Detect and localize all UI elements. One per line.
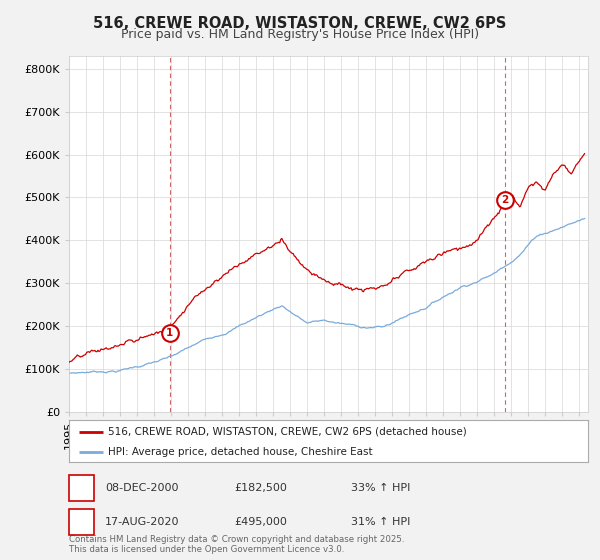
- Text: 31% ↑ HPI: 31% ↑ HPI: [351, 517, 410, 527]
- Text: 1: 1: [166, 328, 173, 338]
- Text: £182,500: £182,500: [234, 483, 287, 493]
- Text: HPI: Average price, detached house, Cheshire East: HPI: Average price, detached house, Ches…: [108, 447, 373, 457]
- Text: 08-DEC-2000: 08-DEC-2000: [105, 483, 179, 493]
- Text: 33% ↑ HPI: 33% ↑ HPI: [351, 483, 410, 493]
- Text: Contains HM Land Registry data © Crown copyright and database right 2025.
This d: Contains HM Land Registry data © Crown c…: [69, 535, 404, 554]
- Text: 2: 2: [502, 194, 509, 204]
- Text: 2: 2: [78, 517, 85, 527]
- Text: 516, CREWE ROAD, WISTASTON, CREWE, CW2 6PS (detached house): 516, CREWE ROAD, WISTASTON, CREWE, CW2 6…: [108, 427, 467, 437]
- Text: 1: 1: [78, 483, 85, 493]
- Text: 516, CREWE ROAD, WISTASTON, CREWE, CW2 6PS: 516, CREWE ROAD, WISTASTON, CREWE, CW2 6…: [94, 16, 506, 31]
- Text: Price paid vs. HM Land Registry's House Price Index (HPI): Price paid vs. HM Land Registry's House …: [121, 28, 479, 41]
- Text: 17-AUG-2020: 17-AUG-2020: [105, 517, 179, 527]
- Text: £495,000: £495,000: [234, 517, 287, 527]
